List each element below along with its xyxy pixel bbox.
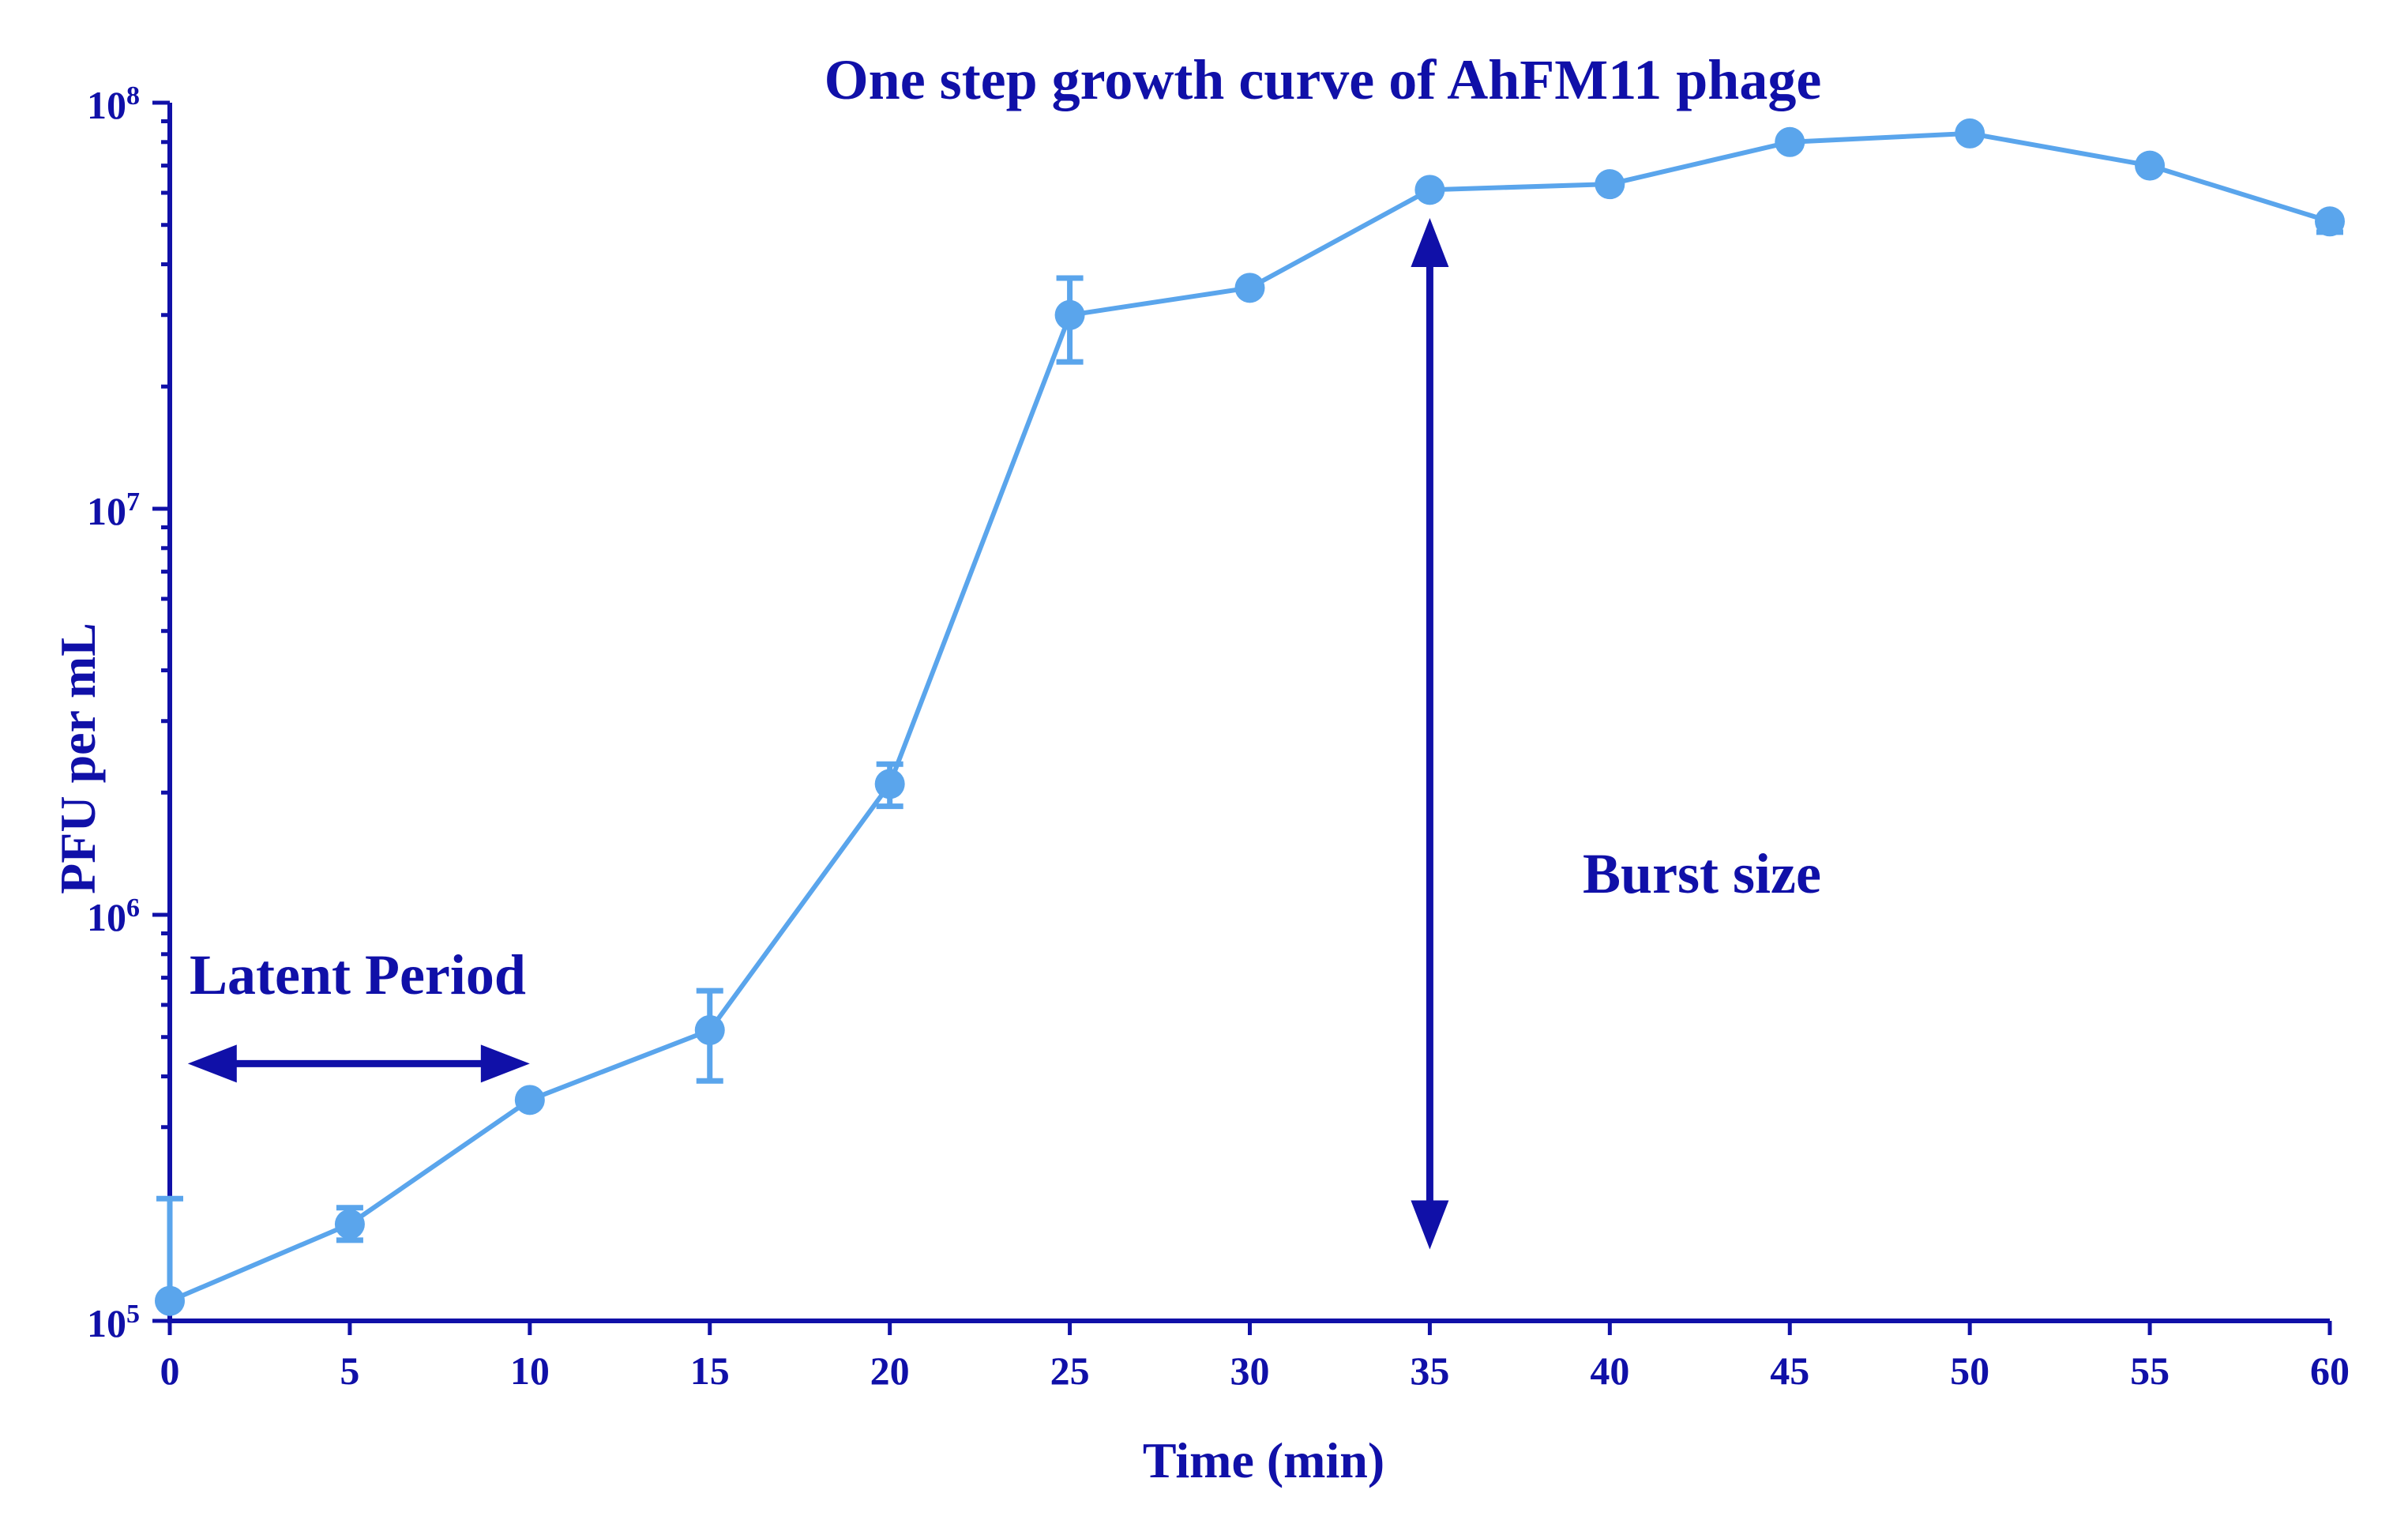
data-point	[2135, 150, 2166, 181]
x-tick-label: 60	[2310, 1349, 2350, 1393]
data-point	[155, 1285, 185, 1316]
data-point	[1054, 299, 1085, 330]
x-tick-label: 15	[690, 1349, 730, 1393]
series-line	[168, 130, 2331, 1303]
data-point	[334, 1209, 365, 1240]
data-point	[694, 1014, 725, 1045]
data-point	[1595, 169, 1625, 200]
arrow-head-right	[480, 1044, 530, 1083]
x-tick-label: 45	[1770, 1349, 1809, 1393]
data-point	[1414, 175, 1445, 205]
data-point	[874, 769, 905, 799]
y-tick-label: 108	[87, 81, 140, 128]
arrow-head-left	[187, 1044, 237, 1083]
x-tick-label: 0	[160, 1349, 180, 1393]
x-axis-title: Time (min)	[1143, 1432, 1384, 1488]
y-tick-label: 105	[87, 1300, 140, 1346]
arrow-head-down	[1411, 1200, 1449, 1250]
arrow-head-up	[1411, 217, 1449, 267]
burst-size-label: Burst size	[1583, 842, 1821, 905]
x-tick-label: 5	[340, 1349, 359, 1393]
x-tick-label: 10	[510, 1349, 550, 1393]
x-tick-label: 55	[2130, 1349, 2169, 1393]
x-tick-label: 20	[870, 1349, 910, 1393]
chart-title: One step growth curve of AhFM11 phage	[825, 48, 1822, 111]
data-point	[2315, 206, 2345, 237]
latent-period-label: Latent Period	[190, 943, 526, 1006]
y-tick-label: 107	[87, 487, 140, 534]
x-tick-label: 40	[1590, 1349, 1629, 1393]
data-point	[1775, 126, 1805, 157]
x-tick-label: 30	[1230, 1349, 1270, 1393]
x-tick-label: 50	[1950, 1349, 1989, 1393]
y-axis-title: PFU per mL	[50, 623, 106, 894]
data-point	[1955, 118, 1985, 149]
data-point	[514, 1085, 545, 1115]
x-tick-label: 25	[1050, 1349, 1090, 1393]
y-tick-label: 106	[87, 893, 140, 940]
plot-area: 0 5 10 15 20 25 30 35 40 45 50 55 60 105 106 107 108 Late…	[87, 81, 2350, 1394]
x-tick-label: 35	[1410, 1349, 1449, 1393]
data-point	[1234, 273, 1265, 303]
